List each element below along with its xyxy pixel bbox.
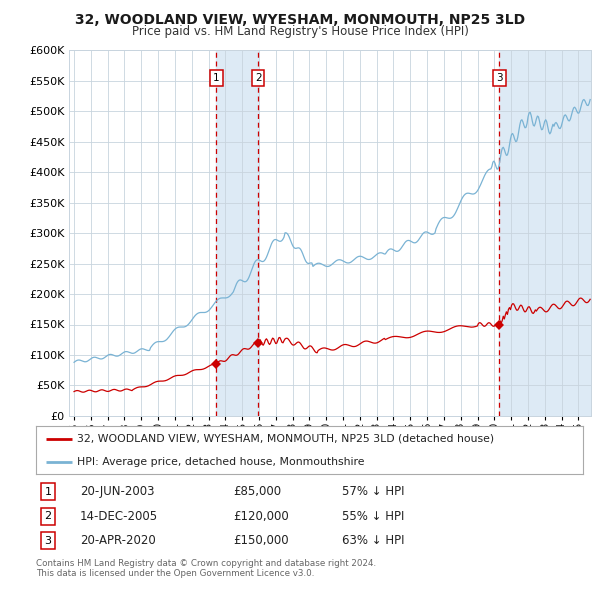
Text: 3: 3 <box>44 536 52 546</box>
Text: HPI: Average price, detached house, Monmouthshire: HPI: Average price, detached house, Monm… <box>77 457 365 467</box>
Text: 20-JUN-2003: 20-JUN-2003 <box>80 485 154 498</box>
Text: £120,000: £120,000 <box>233 510 289 523</box>
Text: This data is licensed under the Open Government Licence v3.0.: This data is licensed under the Open Gov… <box>36 569 314 578</box>
Text: 3: 3 <box>496 73 503 83</box>
Text: 57% ↓ HPI: 57% ↓ HPI <box>343 485 405 498</box>
Text: 63% ↓ HPI: 63% ↓ HPI <box>343 535 405 548</box>
Text: £85,000: £85,000 <box>233 485 281 498</box>
Text: 32, WOODLAND VIEW, WYESHAM, MONMOUTH, NP25 3LD (detached house): 32, WOODLAND VIEW, WYESHAM, MONMOUTH, NP… <box>77 434 494 444</box>
Bar <box>499 50 591 416</box>
Text: 2: 2 <box>44 512 52 521</box>
Text: 1: 1 <box>44 487 52 497</box>
Text: £150,000: £150,000 <box>233 535 289 548</box>
Text: 20-APR-2020: 20-APR-2020 <box>80 535 155 548</box>
Text: Contains HM Land Registry data © Crown copyright and database right 2024.: Contains HM Land Registry data © Crown c… <box>36 559 376 568</box>
Bar <box>217 50 258 416</box>
Text: 55% ↓ HPI: 55% ↓ HPI <box>343 510 405 523</box>
Text: 14-DEC-2005: 14-DEC-2005 <box>80 510 158 523</box>
Text: Price paid vs. HM Land Registry's House Price Index (HPI): Price paid vs. HM Land Registry's House … <box>131 25 469 38</box>
Text: 1: 1 <box>213 73 220 83</box>
Text: 32, WOODLAND VIEW, WYESHAM, MONMOUTH, NP25 3LD: 32, WOODLAND VIEW, WYESHAM, MONMOUTH, NP… <box>75 13 525 27</box>
Text: 2: 2 <box>255 73 262 83</box>
